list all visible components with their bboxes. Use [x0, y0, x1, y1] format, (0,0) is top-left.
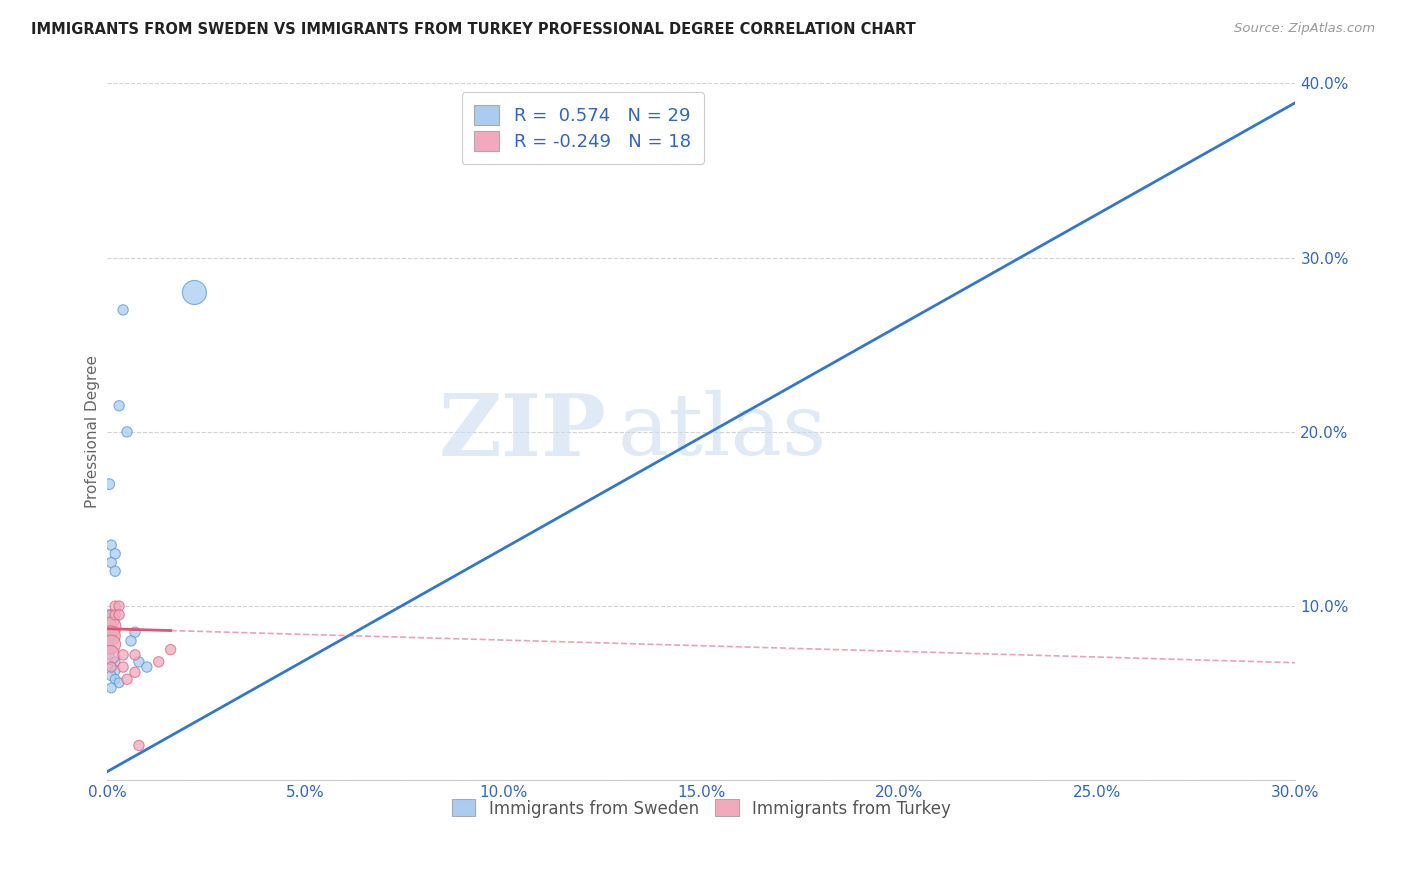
Point [104, 672, 127, 686]
Point [100, 642, 122, 657]
Point [124, 648, 146, 662]
Text: IMMIGRANTS FROM SWEDEN VS IMMIGRANTS FROM TURKEY PROFESSIONAL DEGREE CORRELATION: IMMIGRANTS FROM SWEDEN VS IMMIGRANTS FRO… [31, 22, 915, 37]
Point [100, 669, 122, 683]
Point [112, 660, 135, 674]
Point [112, 302, 135, 317]
Point [100, 660, 122, 674]
Point [108, 607, 131, 622]
Point [159, 642, 181, 657]
Point [100, 648, 122, 662]
Point [98, 634, 121, 648]
Point [183, 285, 205, 300]
Point [128, 739, 150, 753]
Point [98, 607, 121, 622]
Point [103, 625, 125, 640]
Point [115, 425, 138, 439]
Point [100, 629, 122, 643]
Point [104, 599, 127, 613]
Point [124, 665, 146, 680]
Point [120, 634, 142, 648]
Point [104, 547, 127, 561]
Point [100, 660, 122, 674]
Point [100, 620, 122, 634]
Point [135, 660, 157, 674]
Point [148, 655, 170, 669]
Y-axis label: Professional Degree: Professional Degree [86, 355, 100, 508]
Point [100, 681, 122, 695]
Point [98, 477, 121, 491]
Point [104, 564, 127, 578]
Point [100, 607, 122, 622]
Point [108, 675, 131, 690]
Point [100, 538, 122, 552]
Point [100, 631, 122, 645]
Point [100, 556, 122, 570]
Point [100, 637, 122, 651]
Point [98, 613, 121, 627]
Point [115, 672, 138, 686]
Point [112, 648, 135, 662]
Point [104, 607, 127, 622]
Point [108, 599, 131, 613]
Point [98, 616, 121, 631]
Point [100, 616, 122, 631]
Legend: Immigrants from Sweden, Immigrants from Turkey: Immigrants from Sweden, Immigrants from … [446, 793, 957, 824]
Point [104, 655, 127, 669]
Text: ZIP: ZIP [439, 390, 606, 474]
Point [128, 655, 150, 669]
Text: Source: ZipAtlas.com: Source: ZipAtlas.com [1234, 22, 1375, 36]
Point [98, 648, 121, 662]
Point [108, 399, 131, 413]
Point [124, 625, 146, 640]
Text: atlas: atlas [619, 391, 827, 474]
Point [104, 664, 127, 678]
